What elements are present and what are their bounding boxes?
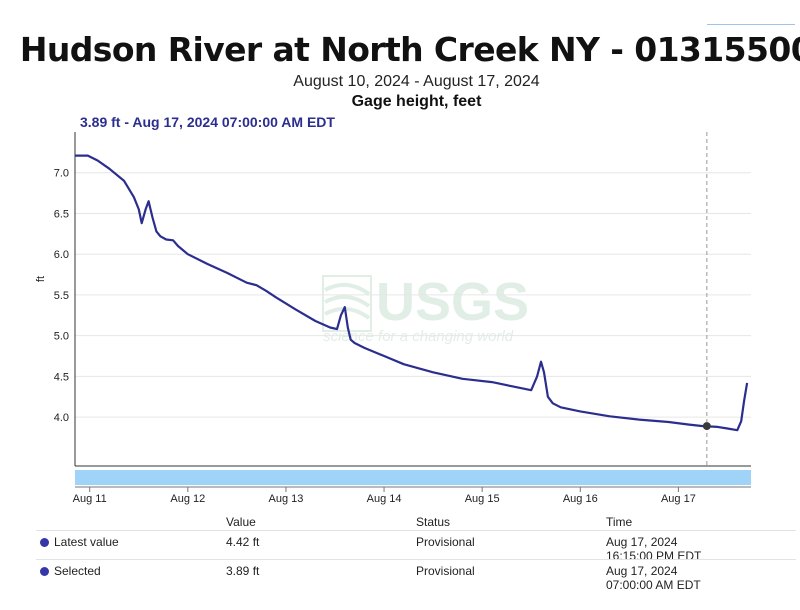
chart-title: Hudson River at North Creek NY - 0131550…: [19, 30, 800, 69]
y-tick-label: 6.5: [54, 208, 69, 220]
date-range: August 10, 2024 - August 17, 2024: [293, 73, 540, 90]
header-status: Status: [416, 515, 451, 529]
row-label: Latest value: [54, 535, 119, 549]
selected-readout: 3.89 ft - Aug 17, 2024 07:00:00 AM EDT: [80, 114, 335, 130]
x-tick-label: Aug 11: [73, 493, 107, 505]
usgs-watermark: USGS science for a changing world: [322, 272, 529, 345]
row-status: Provisional: [416, 535, 475, 549]
y-tick-label: 6.0: [54, 249, 69, 261]
y-tick-label: 4.5: [54, 371, 69, 383]
time-navigator-bar[interactable]: [75, 470, 751, 485]
value-summary-table: Value Status Time Latest value 4.42 ft P…: [36, 512, 796, 592]
usgs-watermark-logo: USGS: [376, 272, 529, 332]
row-label: Selected: [54, 564, 101, 578]
row-value: 4.42 ft: [226, 535, 260, 549]
usgs-watermark-tagline: science for a changing world: [323, 328, 514, 345]
top-divider: [707, 24, 795, 25]
row-time-clock: 07:00:00 AM EDT: [606, 578, 701, 592]
row-time-date: Aug 17, 2024: [606, 535, 678, 549]
y-tick-label: 5.0: [54, 331, 69, 343]
series-dot-icon: [40, 566, 49, 576]
row-time: Aug 17, 2024 07:00:00 AM EDT: [606, 564, 701, 592]
selected-value-row: Selected 3.89 ft Provisional Aug 17, 202…: [36, 559, 796, 592]
selected-point-marker[interactable]: [702, 422, 711, 431]
y-tick-label: 7.0: [54, 168, 69, 180]
y-axis: 4.0 4.5 5.0 5.5 6.0 6.5 7.0: [54, 168, 69, 424]
x-tick-label: Aug 15: [465, 493, 500, 505]
hydrograph-chart[interactable]: USGS science for a changing world 4.0 4.5…: [0, 0, 800, 505]
row-value: 3.89 ft: [226, 564, 260, 578]
x-tick-label: Aug 12: [170, 493, 205, 505]
y-tick-label: 5.5: [54, 290, 69, 302]
row-time-date: Aug 17, 2024: [606, 564, 678, 578]
x-tick-label: Aug 13: [269, 493, 304, 505]
header-time: Time: [606, 515, 633, 529]
parameter-label: Gage height, feet: [351, 93, 482, 110]
usgs-wave-logo-icon: [322, 275, 372, 332]
header-value: Value: [226, 515, 256, 529]
row-status: Provisional: [416, 564, 475, 578]
gage-height-line[interactable]: [75, 154, 749, 432]
x-tick-label: Aug 17: [661, 493, 696, 505]
x-tick-label: Aug 14: [367, 493, 402, 505]
x-axis: Aug 11 Aug 12 Aug 13 Aug 14 Aug 15 Aug 16 Aug …: [73, 487, 696, 505]
y-axis-label: ft: [35, 276, 47, 282]
y-tick-label: 4.0: [54, 412, 69, 424]
summary-header-row: Value Status Time: [36, 512, 796, 530]
series-dot-icon: [40, 537, 49, 547]
latest-value-row: Latest value 4.42 ft Provisional Aug 17,…: [36, 530, 796, 563]
gridlines: [75, 172, 751, 418]
x-tick-label: Aug 16: [563, 493, 598, 505]
